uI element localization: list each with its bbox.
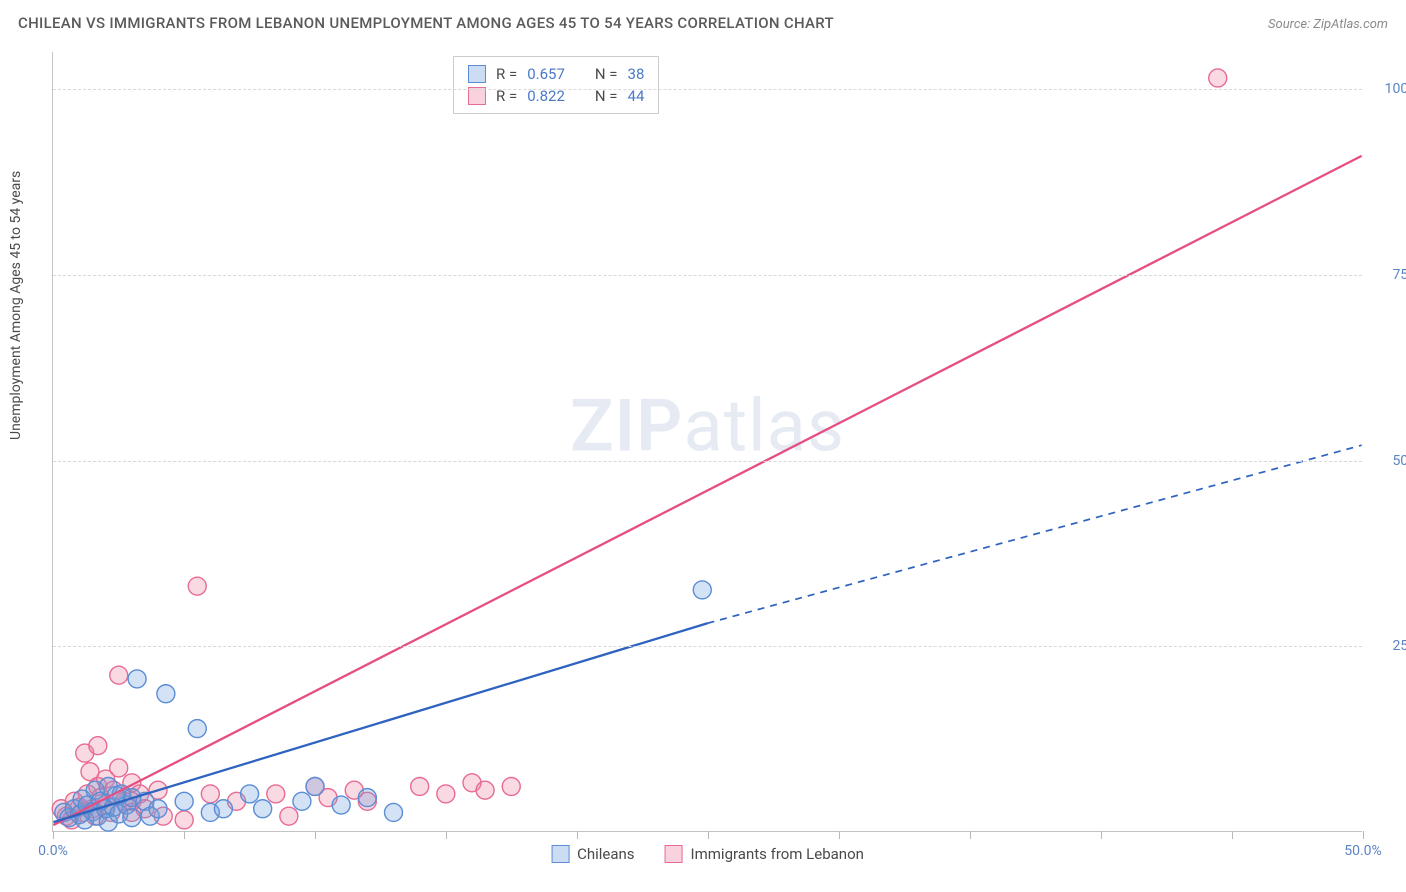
y-tick-label: 50.0%: [1392, 453, 1406, 469]
r-label: R =: [496, 65, 517, 83]
gridline-h: [53, 89, 1362, 90]
x-tick: [446, 831, 447, 839]
y-tick-label: 75.0%: [1392, 267, 1406, 283]
legend-swatch-icon: [551, 845, 569, 863]
trend-line-extrapolated: [708, 445, 1362, 623]
data-point: [175, 811, 193, 829]
x-tick: [53, 831, 54, 839]
legend-label: Immigrants from Lebanon: [691, 845, 864, 863]
x-tick: [708, 831, 709, 839]
x-tick: [184, 831, 185, 839]
x-tick: [1363, 831, 1364, 839]
data-point: [385, 803, 403, 821]
data-point: [175, 792, 193, 810]
data-point: [358, 789, 376, 807]
data-point: [280, 807, 298, 825]
chart-source: Source: ZipAtlas.com: [1268, 17, 1388, 32]
x-tick: [1232, 831, 1233, 839]
data-point: [476, 781, 494, 799]
data-point: [214, 800, 232, 818]
chart-header: CHILEAN VS IMMIGRANTS FROM LEBANON UNEMP…: [18, 14, 1388, 32]
legend: Chileans Immigrants from Lebanon: [551, 845, 864, 863]
data-point: [128, 670, 146, 688]
x-tick: [1101, 831, 1102, 839]
gridline-h: [53, 646, 1362, 647]
data-point: [437, 785, 455, 803]
data-point: [157, 685, 175, 703]
legend-item: Immigrants from Lebanon: [665, 845, 864, 863]
trend-line: [53, 156, 1361, 825]
trend-line: [53, 623, 707, 822]
data-point: [1209, 69, 1227, 87]
data-point: [254, 800, 272, 818]
x-tick: [577, 831, 578, 839]
data-point: [188, 577, 206, 595]
data-point: [123, 809, 141, 827]
correlation-stats-box: R =0.657N =38R =0.822N =44: [453, 56, 659, 114]
x-tick-label: 0.0%: [38, 843, 68, 859]
data-point: [267, 785, 285, 803]
gridline-h: [53, 461, 1362, 462]
x-tick-label: 50.0%: [1344, 843, 1382, 859]
data-point: [306, 777, 324, 795]
data-point: [110, 666, 128, 684]
legend-item: Chileans: [551, 845, 634, 863]
x-tick: [839, 831, 840, 839]
y-tick-label: 100.0%: [1385, 81, 1406, 97]
data-point: [110, 759, 128, 777]
data-point: [293, 792, 311, 810]
data-point: [89, 737, 107, 755]
x-tick: [315, 831, 316, 839]
data-point: [411, 777, 429, 795]
data-point: [149, 800, 167, 818]
x-tick: [970, 831, 971, 839]
data-point: [693, 581, 711, 599]
y-axis-label: Unemployment Among Ages 45 to 54 years: [8, 171, 24, 440]
legend-label: Chileans: [577, 845, 634, 863]
data-point: [502, 777, 520, 795]
data-point: [201, 785, 219, 803]
data-point: [188, 720, 206, 738]
chart-plot-area: ZIPatlas R =0.657N =38R =0.822N =44 Chil…: [52, 52, 1362, 832]
r-value: 0.657: [527, 65, 565, 83]
legend-swatch-icon: [665, 845, 683, 863]
data-point: [241, 785, 259, 803]
n-label: N =: [595, 65, 618, 83]
y-tick-label: 25.0%: [1392, 638, 1406, 654]
data-point: [332, 796, 350, 814]
legend-swatch-icon: [468, 65, 486, 83]
n-value: 38: [628, 65, 645, 83]
scatter-svg: [53, 52, 1362, 831]
correlation-row: R = 0.657 N = 38: [468, 63, 644, 85]
gridline-h: [53, 275, 1362, 276]
chart-title: CHILEAN VS IMMIGRANTS FROM LEBANON UNEMP…: [18, 14, 834, 32]
